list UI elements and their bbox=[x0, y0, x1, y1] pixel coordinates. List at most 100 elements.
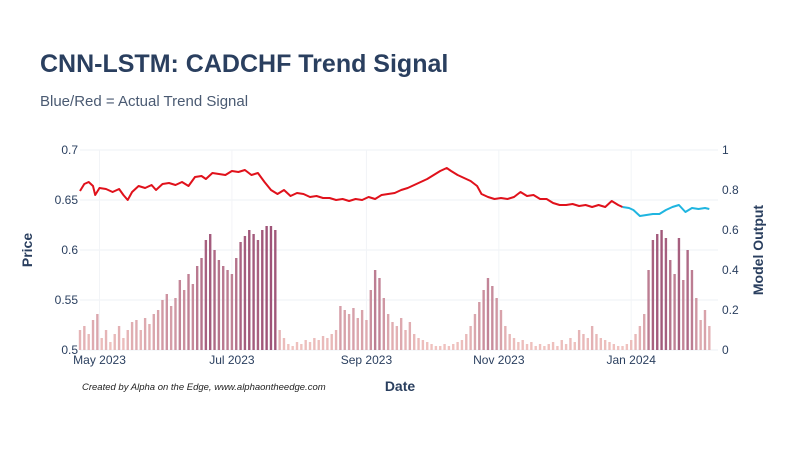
y-tick-label: 0.55 bbox=[55, 293, 79, 307]
model-output-bar bbox=[282, 338, 286, 350]
model-output-bar bbox=[643, 314, 646, 350]
model-output-bar bbox=[447, 346, 451, 350]
credit-note: Created by Alpha on the Edge, www.alphao… bbox=[82, 382, 326, 393]
x-tick-label: May 2023 bbox=[73, 353, 126, 367]
model-output-bars bbox=[78, 226, 711, 350]
model-output-bar bbox=[508, 334, 511, 350]
model-output-bar bbox=[465, 334, 468, 350]
model-output-bar bbox=[326, 338, 329, 350]
model-output-bar bbox=[634, 334, 637, 350]
model-output-bar bbox=[625, 344, 629, 350]
model-output-bar bbox=[590, 326, 594, 350]
model-output-bar bbox=[126, 330, 129, 350]
model-output-bar bbox=[395, 326, 399, 350]
model-output-bar bbox=[443, 344, 446, 350]
x-tick-label: Jul 2023 bbox=[209, 353, 255, 367]
model-output-bar bbox=[499, 310, 503, 350]
model-output-bar bbox=[534, 346, 537, 350]
y2-tick-label: 0.8 bbox=[722, 183, 739, 197]
model-output-bar bbox=[191, 284, 195, 350]
model-output-bar bbox=[308, 342, 312, 350]
model-output-bar bbox=[690, 270, 694, 350]
y-axis-title: Price bbox=[19, 233, 35, 267]
model-output-bar bbox=[117, 326, 121, 350]
model-output-bar bbox=[369, 290, 372, 350]
model-output-bar bbox=[708, 326, 711, 350]
model-output-bar bbox=[87, 334, 90, 350]
model-output-bar bbox=[512, 338, 516, 350]
y-tick-label: 0.65 bbox=[55, 193, 79, 207]
chart-title: CNN-LSTM: CADCHF Trend Signal bbox=[40, 50, 449, 78]
model-output-bar bbox=[334, 330, 338, 350]
model-output-bar bbox=[603, 340, 607, 350]
model-output-bar bbox=[360, 310, 364, 350]
model-output-bar bbox=[139, 330, 142, 350]
model-output-bar bbox=[91, 320, 95, 350]
model-output-bar bbox=[243, 236, 247, 350]
model-output-bar bbox=[495, 298, 498, 350]
model-output-bar bbox=[669, 260, 672, 350]
model-output-bar bbox=[630, 340, 633, 350]
model-output-bar bbox=[195, 266, 199, 350]
model-output-bar bbox=[486, 278, 490, 350]
model-output-bar bbox=[391, 322, 394, 350]
model-output-bar bbox=[165, 294, 168, 350]
model-output-bar bbox=[235, 258, 238, 350]
model-output-bar bbox=[213, 250, 216, 350]
model-output-bar bbox=[612, 344, 616, 350]
model-output-bar bbox=[226, 270, 229, 350]
model-output-bar bbox=[261, 230, 264, 350]
y2-tick-label: 0.2 bbox=[722, 303, 739, 317]
model-output-bar bbox=[152, 314, 155, 350]
model-output-bar bbox=[456, 342, 459, 350]
model-output-bar bbox=[478, 302, 481, 350]
model-output-bar bbox=[252, 234, 255, 350]
model-output-bar bbox=[491, 286, 494, 350]
model-output-bar bbox=[122, 338, 125, 350]
model-output-bar bbox=[287, 344, 290, 350]
model-output-bar bbox=[365, 320, 368, 350]
model-output-bar bbox=[582, 334, 585, 350]
model-output-bar bbox=[656, 234, 659, 350]
model-output-bar bbox=[460, 340, 464, 350]
model-output-bar bbox=[304, 340, 307, 350]
model-output-bar bbox=[248, 230, 251, 350]
model-output-bar bbox=[256, 240, 260, 350]
model-output-bar bbox=[113, 334, 116, 350]
y2-tick-label: 0 bbox=[722, 343, 729, 357]
model-output-bar bbox=[161, 300, 164, 350]
model-output-bar bbox=[586, 338, 589, 350]
y-tick-label: 0.6 bbox=[61, 243, 78, 257]
model-output-bar bbox=[347, 314, 351, 350]
model-output-bar bbox=[695, 298, 698, 350]
model-output-bar bbox=[413, 334, 416, 350]
model-output-bar bbox=[182, 290, 186, 350]
model-output-bar bbox=[373, 270, 377, 350]
model-output-bar bbox=[573, 342, 576, 350]
model-output-bar bbox=[482, 290, 485, 350]
model-output-bar bbox=[651, 240, 655, 350]
y2-tick-label: 1 bbox=[722, 143, 729, 157]
model-output-bar bbox=[187, 274, 190, 350]
model-output-bar bbox=[148, 324, 151, 350]
model-output-bar bbox=[417, 338, 420, 350]
model-output-bar bbox=[673, 274, 676, 350]
model-output-bar bbox=[130, 322, 134, 350]
model-output-bar bbox=[217, 260, 221, 350]
model-output-bar bbox=[339, 306, 342, 350]
y-tick-label: 0.5 bbox=[61, 343, 78, 357]
price-lines bbox=[79, 167, 710, 217]
model-output-bar bbox=[682, 280, 685, 350]
model-output-bar bbox=[330, 334, 333, 350]
model-output-bar bbox=[564, 344, 568, 350]
model-output-bar bbox=[104, 330, 108, 350]
model-output-bar bbox=[660, 230, 663, 350]
model-output-bar bbox=[434, 346, 438, 350]
model-output-bar bbox=[265, 226, 268, 350]
model-output-bar bbox=[616, 346, 620, 350]
model-output-bar bbox=[278, 330, 281, 350]
model-output-bar bbox=[543, 346, 546, 350]
model-output-bar bbox=[200, 258, 203, 350]
model-output-bar bbox=[504, 326, 507, 350]
model-output-bar bbox=[300, 344, 303, 350]
